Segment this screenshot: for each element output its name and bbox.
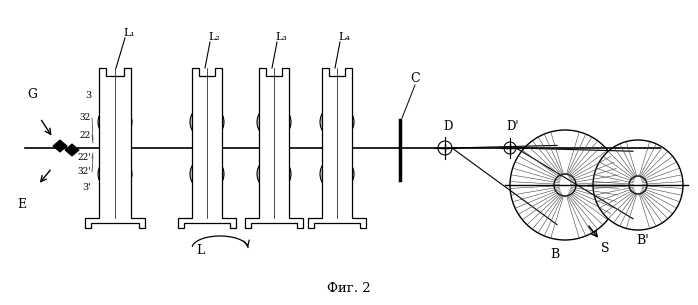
Circle shape	[203, 150, 211, 158]
Text: L₃: L₃	[275, 32, 287, 42]
Text: 22: 22	[80, 131, 91, 139]
Circle shape	[333, 138, 341, 146]
Circle shape	[593, 140, 683, 230]
Polygon shape	[245, 68, 303, 228]
Polygon shape	[178, 68, 236, 228]
Circle shape	[510, 130, 620, 240]
Circle shape	[257, 105, 291, 139]
Circle shape	[270, 138, 278, 146]
Text: D: D	[443, 120, 453, 132]
Text: 22': 22'	[77, 153, 91, 163]
Circle shape	[320, 157, 354, 191]
Circle shape	[333, 150, 341, 158]
Circle shape	[554, 174, 576, 196]
Circle shape	[629, 176, 647, 194]
Circle shape	[320, 105, 354, 139]
Text: 3': 3'	[82, 184, 91, 192]
Text: 32': 32'	[77, 167, 91, 177]
Text: B: B	[551, 247, 560, 260]
Text: 32: 32	[80, 113, 91, 123]
Text: L₄: L₄	[338, 32, 350, 42]
Text: B': B'	[637, 234, 649, 246]
Circle shape	[438, 141, 452, 155]
Circle shape	[111, 138, 119, 146]
Circle shape	[504, 142, 516, 154]
Text: L: L	[196, 245, 204, 257]
Circle shape	[257, 157, 291, 191]
Circle shape	[190, 105, 224, 139]
Text: C: C	[410, 71, 419, 84]
Polygon shape	[53, 140, 67, 152]
Circle shape	[203, 138, 211, 146]
Text: G: G	[27, 88, 37, 102]
Text: D': D'	[507, 120, 519, 132]
Circle shape	[190, 157, 224, 191]
Polygon shape	[85, 68, 145, 228]
Text: S: S	[601, 242, 609, 254]
Text: Фиг. 2: Фиг. 2	[327, 282, 371, 295]
Circle shape	[111, 150, 119, 158]
Circle shape	[98, 105, 132, 139]
Circle shape	[270, 150, 278, 158]
Polygon shape	[308, 68, 366, 228]
Text: L₁: L₁	[123, 28, 135, 38]
Polygon shape	[65, 144, 79, 156]
Text: E: E	[17, 199, 27, 211]
Text: L₂: L₂	[208, 32, 220, 42]
Circle shape	[98, 157, 132, 191]
Text: 3: 3	[84, 91, 91, 99]
